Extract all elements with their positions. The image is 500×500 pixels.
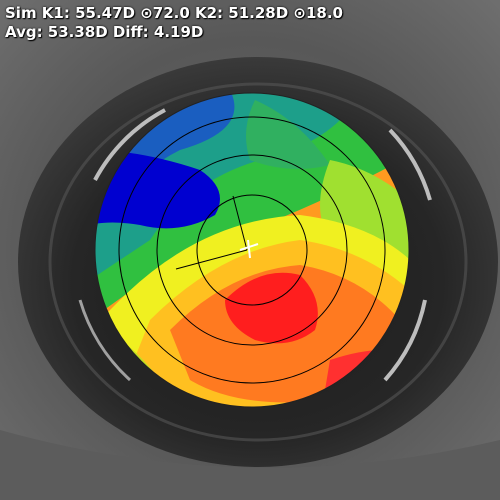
reference-rings	[118, 116, 386, 384]
axis-lines	[175, 195, 248, 270]
keratometry-readout: Sim K1: 55.47D ⊙72.0 K2: 51.28D ⊙18.0	[5, 4, 343, 22]
average-diff-readout: Avg: 53.38D Diff: 4.19D	[5, 23, 204, 41]
center-cross	[239, 239, 259, 259]
